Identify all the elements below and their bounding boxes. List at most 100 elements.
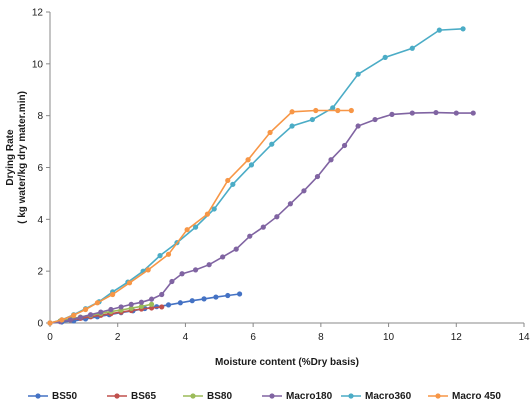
data-point [248,162,255,168]
data-point [192,224,199,230]
data-point [225,177,231,184]
data-point [269,141,275,147]
data-point [189,298,195,304]
legend-item: Macro360 [341,391,412,402]
data-point [138,299,145,305]
data-point [159,291,165,298]
data-point [348,107,354,114]
legend-swatch-marker [190,393,196,399]
legend-swatch-marker [348,393,354,399]
data-point [159,304,165,310]
series-macro360 [47,26,466,326]
data-point [165,251,172,257]
series-macro-450 [47,107,354,326]
data-point [335,107,341,114]
data-point [128,301,134,307]
data-point [274,214,280,220]
axis-labels: Moisture content (%Dry basis) Drying Rat… [5,91,359,368]
data-point [433,109,439,116]
data-point [330,105,336,111]
legend-label: BS50 [52,391,77,402]
y-tick-label: 0 [37,319,43,330]
data-point [230,181,236,187]
data-point [108,306,114,313]
x-tick-label: 8 [318,332,324,343]
data-point [355,123,361,129]
series-line [49,109,352,324]
data-point [220,254,226,260]
y-tick-label: 6 [37,163,43,174]
data-point [309,116,315,123]
data-point [409,45,415,51]
data-point [67,317,73,323]
legend-swatch-marker [269,393,275,399]
legend-item: BS65 [107,391,156,402]
data-point [148,296,155,302]
data-point [184,227,190,233]
y-tick-label: 10 [32,59,44,70]
data-point [289,123,295,129]
data-point [313,107,319,114]
data-point [88,312,94,318]
legend-label: Macro360 [365,391,412,402]
series-macro180 [47,109,476,326]
y-axis-title-line-1: Drying Rate [5,129,16,186]
data-point [201,296,207,302]
data-point [71,312,77,318]
data-point [409,110,415,116]
x-tick-label: 0 [47,332,53,343]
legend: BS50 BS65 BS80 Macro180 Macro360 Macro 450 [28,391,501,402]
series-plot-area [47,26,476,326]
data-point [470,110,476,116]
data-point [59,317,65,323]
data-point [301,188,307,194]
series-line [49,28,464,324]
data-point [341,142,348,149]
data-point [389,111,395,117]
data-point [98,309,104,315]
y-tick-label: 4 [37,215,43,226]
y-tick-label: 2 [37,267,43,278]
x-axis-title: Moisture content (%Dry basis) [215,357,359,368]
data-point [157,253,163,259]
data-point [289,109,295,115]
data-point [110,291,116,298]
x-tick-label: 4 [183,332,189,343]
data-point [204,211,211,217]
y-axis-title-line-2: ( kg water/kg dry mater.min) [17,91,28,224]
x-tick-label: 6 [250,332,256,343]
data-point [148,305,155,311]
legend-item: BS80 [183,391,232,402]
data-point [355,71,361,77]
legend-item: BS50 [28,391,77,402]
data-point [245,157,251,163]
y-tick-label: 8 [37,111,43,122]
data-point [372,116,378,123]
x-tick-label: 10 [383,332,395,343]
data-point [460,26,466,32]
data-point [247,233,253,239]
data-point [260,224,266,230]
data-point [138,303,145,310]
data-point [177,300,183,306]
data-point [169,278,175,285]
legend-label: BS80 [207,391,232,402]
legend-swatch-marker [435,393,441,399]
data-point [179,271,185,277]
data-point [267,129,273,136]
data-point [453,110,459,116]
x-tick-label: 14 [518,332,530,343]
data-point [225,292,231,299]
data-point [382,54,388,60]
data-point [165,302,172,308]
data-point [82,306,89,313]
x-tick-label: 2 [115,332,121,343]
data-point [436,27,442,33]
data-point [233,246,239,252]
x-tick-label: 12 [451,332,463,343]
axes: 0 2 4 6 8 10 12 0 2 4 6 8 10 12 14 [32,8,530,344]
legend-swatch-marker [114,393,120,399]
data-point [128,305,134,311]
